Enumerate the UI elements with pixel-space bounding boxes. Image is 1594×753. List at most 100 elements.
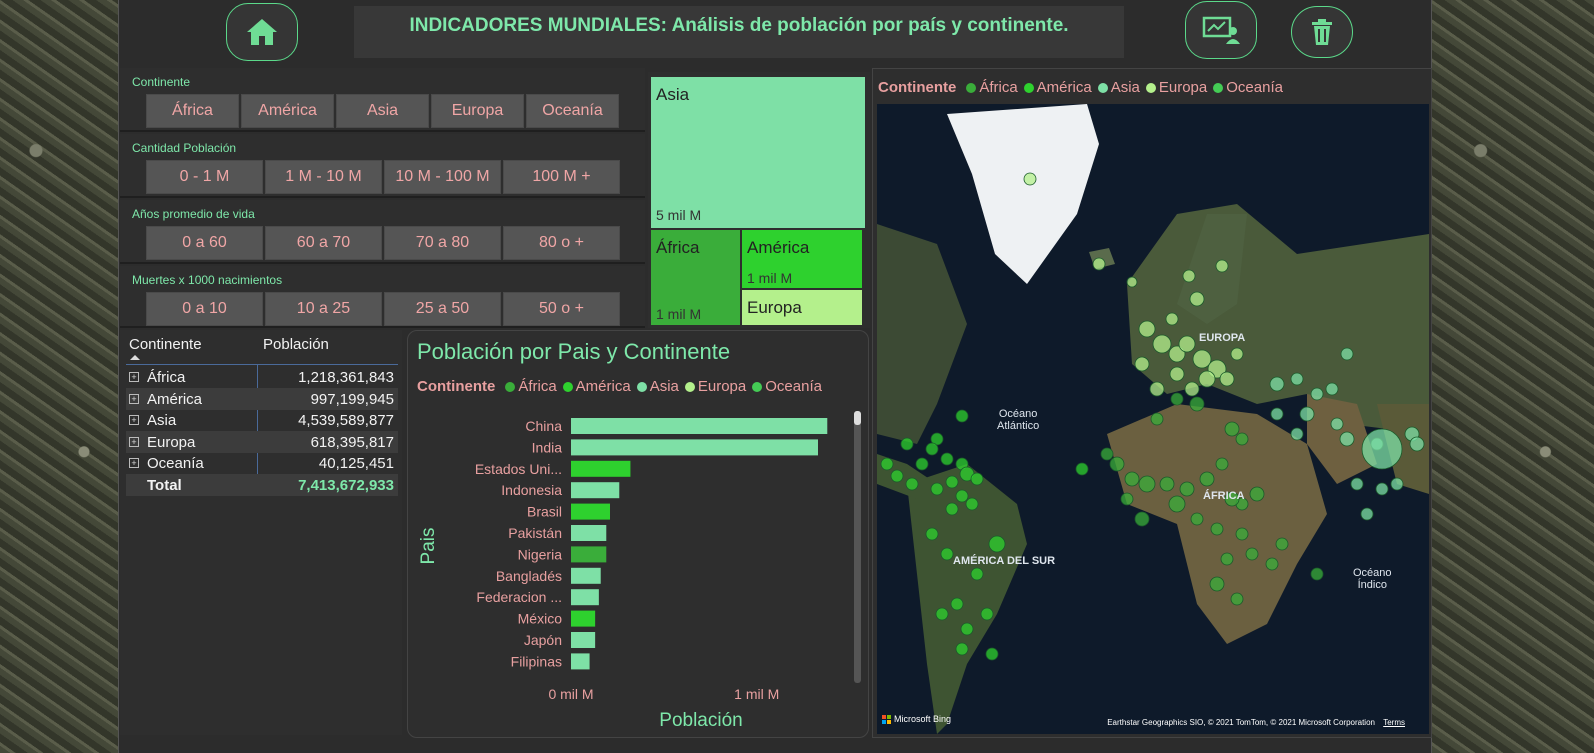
expand-icon[interactable]: + (129, 372, 139, 382)
slicer-option-0-60[interactable]: 0 a 60 (146, 226, 263, 260)
map-bubble[interactable] (1409, 436, 1425, 452)
bar[interactable] (571, 503, 610, 520)
map-bubble[interactable] (945, 502, 959, 516)
map-bubble[interactable] (1249, 486, 1265, 502)
map-bubble[interactable] (935, 607, 949, 621)
treemap-tile-europa[interactable]: Europa (741, 289, 863, 326)
slicer-option-100m-plus[interactable]: 100 M + (503, 160, 620, 194)
map-bubble[interactable] (930, 432, 944, 446)
map-bubble[interactable] (1152, 334, 1172, 354)
map-bubble[interactable] (1310, 387, 1324, 401)
terms-link[interactable]: Terms (1383, 718, 1405, 727)
slicer-option-asia[interactable]: Asia (336, 94, 429, 128)
map-bubble[interactable] (985, 647, 999, 661)
map-bubble[interactable] (1190, 512, 1204, 526)
map-bubble[interactable] (1168, 495, 1186, 513)
bar[interactable] (571, 418, 828, 434)
map-bubble[interactable] (1149, 381, 1165, 397)
slicer-option-0-10[interactable]: 0 a 10 (146, 292, 263, 326)
map-bubble[interactable] (1230, 592, 1244, 606)
slicer-option-60-70[interactable]: 60 a 70 (265, 226, 382, 260)
map-bubble[interactable] (1350, 477, 1364, 491)
map-bubble[interactable] (1182, 269, 1196, 283)
slicer-option-africa[interactable]: África (146, 94, 239, 128)
map-bubble[interactable] (1109, 456, 1125, 472)
map-bubble[interactable] (1100, 447, 1114, 461)
map-bubble[interactable] (930, 482, 944, 496)
map-bubble[interactable] (940, 452, 954, 466)
slicer-option-0-1m[interactable]: 0 - 1 M (146, 160, 263, 194)
bar[interactable] (571, 546, 607, 563)
map-bubble[interactable] (1215, 457, 1229, 471)
slicer-option-europa[interactable]: Europa (431, 94, 524, 128)
scrollbar-thumb[interactable] (854, 411, 861, 425)
map-bubble[interactable] (1265, 557, 1279, 571)
map-legend-item-africa[interactable]: África (966, 79, 1018, 96)
map-bubble[interactable] (1245, 547, 1259, 561)
bar[interactable] (571, 632, 596, 648)
map-bubble[interactable] (1290, 427, 1304, 441)
world-map[interactable]: Océano Atlántico EUROPA ÁFRICA AMÉRICA D… (877, 104, 1429, 734)
map-bubble[interactable] (1189, 291, 1205, 307)
map-bubble[interactable] (980, 607, 994, 621)
map-bubble[interactable] (1299, 406, 1315, 422)
slicer-option-10m-100m[interactable]: 10 M - 100 M (384, 160, 501, 194)
bar[interactable] (571, 525, 607, 541)
table-row[interactable]: + Oceanía 40,125,451 (126, 452, 398, 474)
column-header-poblacion[interactable]: Población (263, 336, 329, 353)
map-bubble[interactable] (915, 457, 929, 471)
map-bubble[interactable] (1198, 370, 1216, 388)
map-bubble[interactable] (1170, 392, 1184, 406)
map-bubble[interactable] (1199, 471, 1215, 487)
slicer-option-25-50[interactable]: 25 a 50 (384, 292, 501, 326)
chart-scrollbar[interactable] (854, 411, 861, 683)
table-row[interactable]: + África 1,218,361,843 (126, 366, 398, 388)
map-bubble[interactable] (1310, 567, 1324, 581)
table-row[interactable]: + Europa 618,395,817 (126, 431, 398, 453)
map-bubble[interactable] (950, 597, 964, 611)
bar[interactable] (571, 439, 818, 456)
map-bubble[interactable] (1023, 172, 1037, 186)
map-bubble[interactable] (960, 622, 974, 636)
map-bubble[interactable] (1230, 347, 1244, 361)
map-bubble[interactable] (940, 547, 954, 561)
map-bubble[interactable] (1235, 432, 1249, 446)
expand-icon[interactable]: + (129, 415, 139, 425)
map-bubble[interactable] (1092, 257, 1106, 271)
table-row[interactable]: + América 997,199,945 (126, 388, 398, 410)
map-bubble[interactable] (1120, 492, 1134, 506)
map-bubble[interactable] (1270, 407, 1284, 421)
map-bubble[interactable] (988, 535, 1006, 553)
map-bubble[interactable] (970, 472, 984, 486)
map-bubble[interactable] (1169, 366, 1185, 382)
map-bubble[interactable] (1360, 507, 1374, 521)
home-button[interactable] (226, 3, 298, 61)
map-bubble[interactable] (970, 567, 984, 581)
bar[interactable] (571, 460, 631, 477)
legend-item-oceania[interactable]: Oceanía (752, 378, 822, 395)
clear-filters-button[interactable] (1291, 6, 1353, 58)
bar[interactable] (571, 589, 599, 606)
map-legend-item-america[interactable]: América (1023, 79, 1092, 96)
slicer-option-america[interactable]: América (241, 94, 334, 128)
map-bubble[interactable] (890, 469, 904, 483)
map-bubble[interactable] (1290, 372, 1304, 386)
column-header-continente[interactable]: Continente (129, 336, 202, 353)
map-bubble[interactable] (955, 642, 969, 656)
map-bubble[interactable] (1339, 431, 1355, 447)
map-bubble[interactable] (1178, 335, 1196, 353)
map-bubble[interactable] (1219, 371, 1235, 387)
map-bubble[interactable] (955, 489, 969, 503)
map-bubble[interactable] (1179, 481, 1195, 497)
map-bubble[interactable] (905, 477, 919, 491)
map-bubble[interactable] (1134, 511, 1150, 527)
slicer-option-10-25[interactable]: 10 a 25 (265, 292, 382, 326)
map-bubble[interactable] (955, 409, 969, 423)
expand-icon[interactable]: + (129, 437, 139, 447)
legend-item-america[interactable]: América (562, 378, 631, 395)
map-legend-item-oceania[interactable]: Oceanía (1213, 79, 1283, 96)
map-bubble[interactable] (1134, 356, 1150, 372)
legend-item-asia[interactable]: Asia (636, 378, 679, 395)
treemap-tile-america[interactable]: América 1 mil M (741, 229, 863, 289)
map-bubble[interactable] (1340, 347, 1354, 361)
